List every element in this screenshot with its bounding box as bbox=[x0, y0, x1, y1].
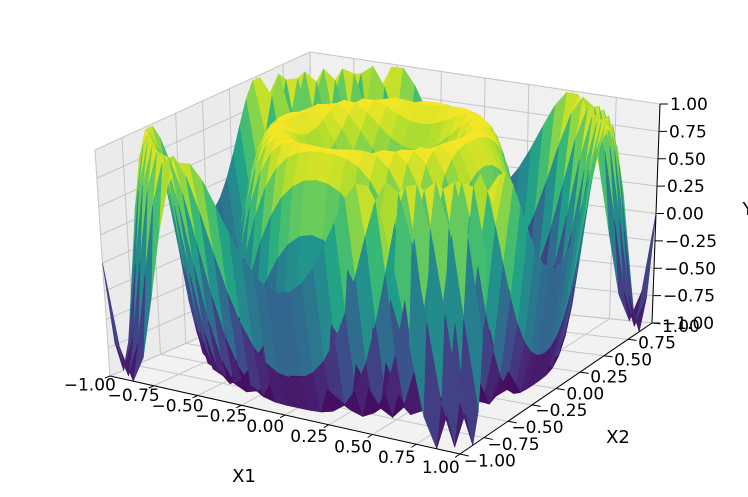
x1-tick-label: −0.25 bbox=[195, 407, 247, 427]
x1-tick-label: 1.00 bbox=[422, 458, 460, 478]
x2-tick bbox=[459, 453, 469, 457]
x1-tick-label: 0.25 bbox=[290, 427, 328, 447]
y-tick-label: 0.25 bbox=[667, 177, 705, 197]
surface-patch bbox=[628, 296, 647, 332]
x2-tick-label: 0.00 bbox=[566, 384, 604, 404]
x2-tick-label: −0.25 bbox=[535, 401, 587, 421]
x2-tick bbox=[555, 388, 565, 391]
tick-labels: −1.00−0.75−0.50−0.250.000.250.500.751.00… bbox=[64, 95, 717, 478]
x2-tick bbox=[603, 355, 613, 358]
y-tick-label: 0.50 bbox=[668, 150, 706, 170]
tick-marks bbox=[104, 103, 668, 458]
surface-patch bbox=[114, 337, 134, 377]
x2-tick-label: −0.75 bbox=[488, 435, 540, 455]
y-tick-label: −1.00 bbox=[662, 314, 714, 334]
surface-patch bbox=[119, 343, 139, 382]
x1-tick-label: 0.50 bbox=[334, 438, 372, 458]
y-axis-label: Y bbox=[742, 199, 748, 220]
x1-tick-label: 0.00 bbox=[246, 417, 284, 437]
x2-tick-label: −1.00 bbox=[464, 452, 516, 472]
y-tick-label: 0.00 bbox=[666, 205, 704, 225]
x2-tick bbox=[507, 420, 517, 424]
x2-axis-label: X2 bbox=[606, 427, 630, 448]
x2-tick-label: −0.50 bbox=[511, 418, 563, 438]
x1-tick bbox=[236, 404, 242, 409]
x1-tick bbox=[104, 375, 111, 379]
x1-tick bbox=[454, 453, 461, 458]
x1-tick-label: −0.75 bbox=[108, 386, 160, 406]
x2-tick bbox=[627, 338, 637, 341]
x1-tick bbox=[192, 395, 198, 399]
x1-tick bbox=[323, 424, 330, 429]
x1-tick bbox=[148, 385, 154, 389]
x1-axis-label: X1 bbox=[232, 466, 256, 487]
x2-tick bbox=[483, 437, 493, 440]
x2-tick-label: 0.25 bbox=[590, 367, 628, 387]
x1-tick bbox=[279, 414, 286, 419]
y-tick-label: 0.75 bbox=[669, 122, 707, 142]
x1-tick-label: 0.75 bbox=[378, 448, 416, 468]
x2-tick bbox=[531, 404, 541, 407]
gridline-y-backwall bbox=[309, 51, 661, 105]
x1-tick bbox=[411, 443, 417, 448]
gridline-y-leftwall bbox=[94, 51, 311, 151]
y-tick-label: −0.75 bbox=[663, 287, 715, 307]
x2-tick-label: 0.50 bbox=[614, 351, 652, 371]
y-tick-label: −0.50 bbox=[664, 259, 716, 279]
x1-tick-label: −0.50 bbox=[152, 396, 204, 416]
y-tick-label: 1.00 bbox=[670, 95, 708, 115]
x1-tick-label: −1.00 bbox=[64, 376, 116, 396]
y-tick-label: −0.25 bbox=[665, 232, 717, 252]
x2-tick-label: 0.75 bbox=[638, 334, 676, 354]
x2-tick bbox=[579, 371, 589, 374]
x2-tick-label: 1.00 bbox=[662, 317, 700, 337]
x1-tick bbox=[367, 434, 373, 438]
surface-mesh bbox=[102, 65, 657, 449]
